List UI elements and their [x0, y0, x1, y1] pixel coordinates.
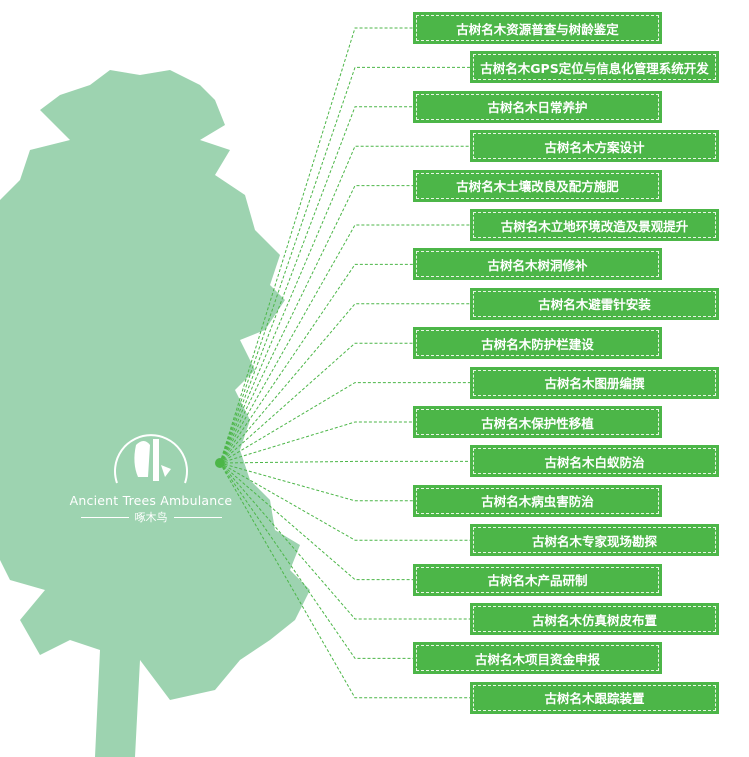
service-box: 古树名木项目资金申报 — [413, 642, 662, 675]
service-box: 古树名木GPS定位与信息化管理系统开发 — [470, 51, 719, 84]
connector-line — [219, 460, 470, 464]
logo-chinese: 啄木鸟 — [134, 511, 168, 524]
service-box: 古树名木病虫害防治 — [413, 484, 662, 517]
service-label: 古树名木GPS定位与信息化管理系统开发 — [473, 54, 716, 81]
connector-line — [219, 462, 470, 620]
service-label: 古树名木资源普查与树龄鉴定 — [416, 15, 659, 41]
connector-line — [219, 27, 413, 464]
connector-line — [219, 224, 470, 464]
service-box: 古树名木跟踪装置 — [470, 681, 719, 714]
service-box: 古树名木保护性移植 — [413, 406, 662, 438]
connector-line — [219, 421, 413, 464]
connector-line — [219, 342, 413, 464]
service-label: 古树名木病虫害防治 — [416, 487, 659, 514]
connector-line — [219, 462, 413, 581]
hub-dot — [215, 458, 225, 468]
service-label: 古树名木土壤改良及配方施肥 — [416, 172, 659, 199]
service-label: 古树名木防护栏建设 — [416, 330, 659, 357]
tree-silhouette — [0, 70, 310, 757]
connector-line — [219, 462, 413, 502]
logo: Ancient Trees Ambulance 啄木鸟 — [66, 425, 236, 525]
service-box: 古树名木图册编撰 — [470, 366, 719, 399]
service-box: 古树名木产品研制 — [413, 563, 662, 596]
connector-lines — [219, 27, 470, 699]
service-label: 古树名木仿真树皮布置 — [473, 606, 716, 632]
service-box: 古树名木立地环境改造及景观提升 — [470, 209, 719, 241]
service-label: 古树名木方案设计 — [473, 133, 716, 160]
service-box: 古树名木资源普查与树龄鉴定 — [413, 12, 662, 44]
service-label: 古树名木白蚁防治 — [473, 448, 716, 475]
service-label: 古树名木保护性移植 — [416, 409, 659, 435]
service-label: 古树名木项目资金申报 — [416, 645, 659, 672]
service-box: 古树名木仿真树皮布置 — [470, 603, 719, 635]
service-label: 古树名木跟踪装置 — [473, 684, 716, 711]
woodpecker-logo-icon — [114, 434, 188, 484]
service-box: 古树名木专家现场勘探 — [470, 524, 719, 557]
logo-english: Ancient Trees Ambulance — [69, 493, 233, 508]
service-box: 古树名木树洞修补 — [413, 248, 662, 281]
service-label: 古树名木日常养护 — [416, 93, 659, 120]
service-label: 古树名木树洞修补 — [416, 251, 659, 278]
service-box: 古树名木避雷针安装 — [470, 287, 719, 320]
service-box: 古树名木土壤改良及配方施肥 — [413, 169, 662, 202]
service-box: 古树名木日常养护 — [413, 90, 662, 123]
connector-line — [219, 382, 470, 464]
service-label: 古树名木立地环境改造及景观提升 — [473, 212, 716, 238]
connector-line — [219, 185, 413, 464]
service-box: 古树名木白蚁防治 — [470, 445, 719, 478]
service-label: 古树名木专家现场勘探 — [473, 527, 716, 554]
connector-line — [219, 145, 470, 464]
connector-line — [219, 263, 413, 464]
connector-line — [219, 106, 413, 464]
connector-line — [219, 462, 470, 541]
service-label: 古树名木产品研制 — [416, 566, 659, 593]
service-label: 古树名木避雷针安装 — [473, 290, 716, 317]
connector-line — [219, 303, 470, 464]
connector-line — [219, 462, 413, 659]
service-label: 古树名木图册编撰 — [473, 369, 716, 396]
connector-line — [219, 462, 470, 699]
service-box: 古树名木防护栏建设 — [413, 327, 662, 360]
service-box: 古树名木方案设计 — [470, 130, 719, 163]
